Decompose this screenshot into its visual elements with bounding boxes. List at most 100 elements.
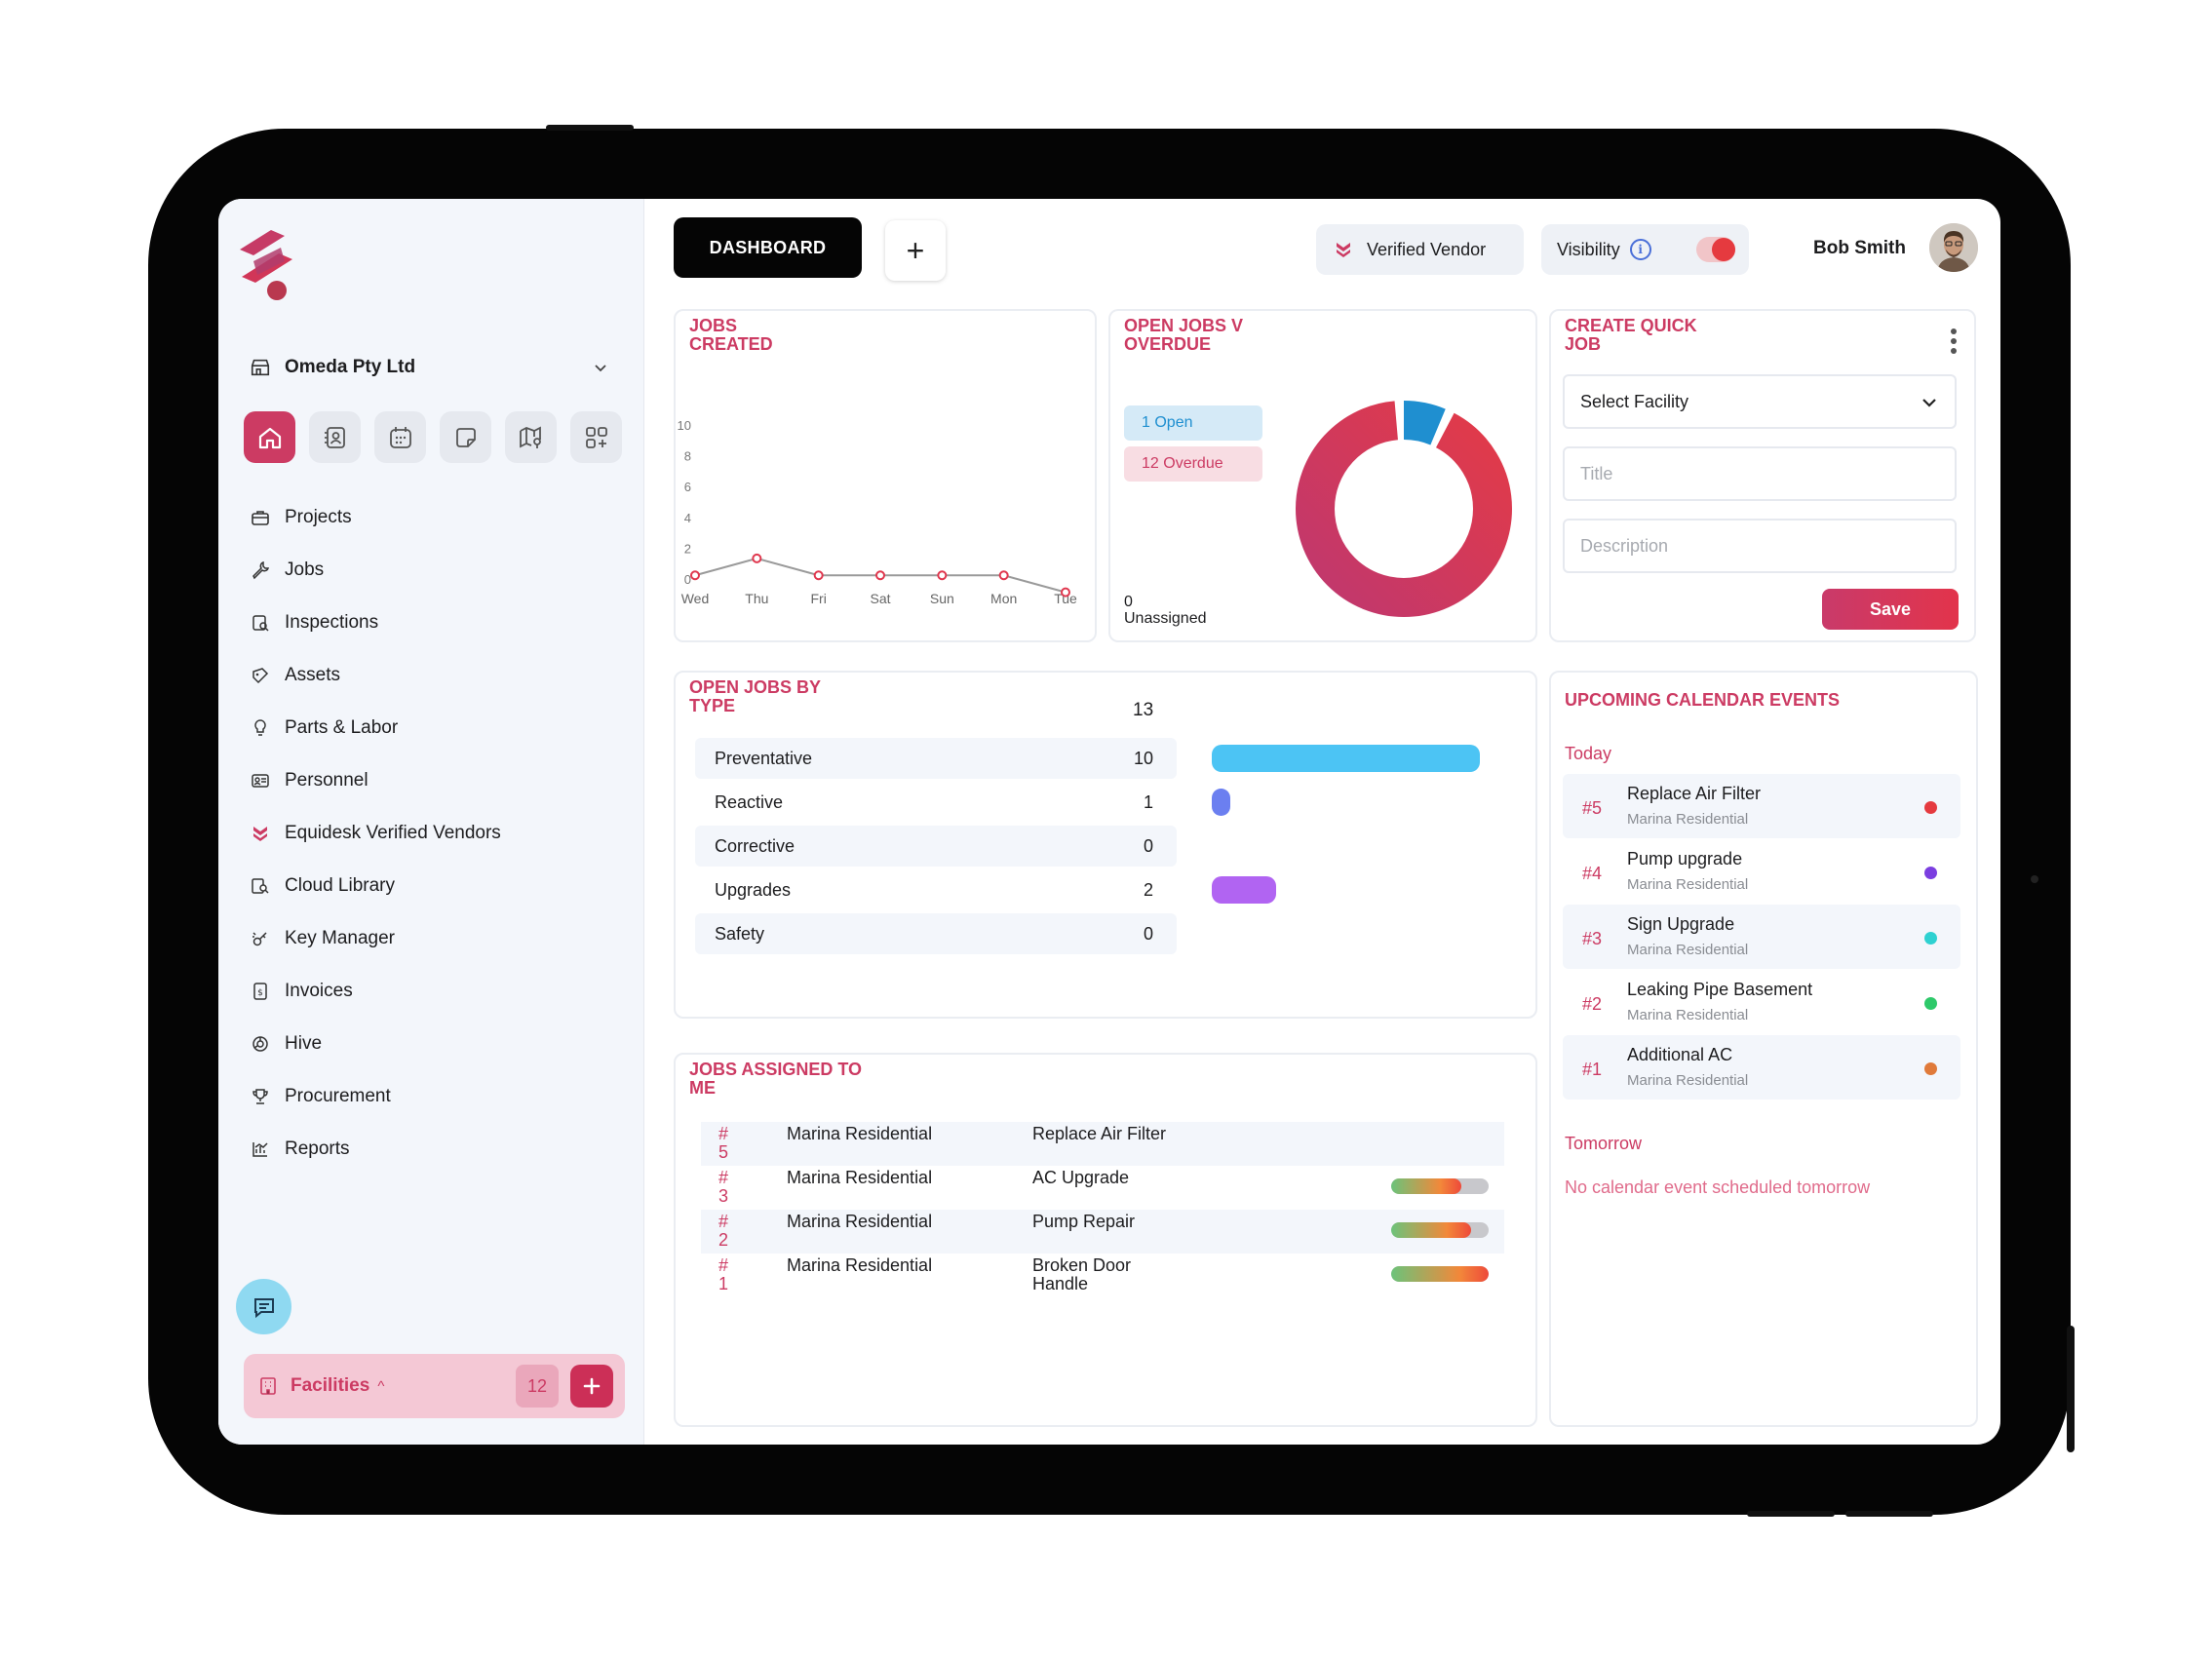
job-type-count: 0 <box>1143 923 1153 944</box>
avatar[interactable] <box>1929 223 1978 272</box>
verified-vendor-button[interactable]: Verified Vendor <box>1316 224 1524 275</box>
donut-slice-overdue <box>1296 401 1512 617</box>
sidebar-item-jobs[interactable]: Jobs <box>250 544 620 597</box>
x-tick-label: Fri <box>811 591 827 606</box>
add-facility-button[interactable] <box>570 1365 613 1408</box>
sidebar-item-projects[interactable]: Projects <box>250 491 620 544</box>
contacts-icon[interactable] <box>309 411 361 463</box>
note-icon[interactable] <box>440 411 491 463</box>
donut-slice-open <box>1296 401 1512 617</box>
title-input[interactable]: Title <box>1563 446 1957 501</box>
sidebar-item-hive[interactable]: Hive <box>250 1018 620 1070</box>
calendar-event[interactable]: #1 Additional AC Marina Residential <box>1563 1035 1960 1100</box>
sidebar-item-cloud-library[interactable]: Cloud Library <box>250 860 620 912</box>
sidebar-item-label: Invoices <box>285 981 353 1001</box>
jobs-assigned-title: JOBS ASSIGNED TO ME <box>689 1060 863 1098</box>
y-tick-label: 2 <box>684 541 691 556</box>
visibility-toggle[interactable] <box>1696 237 1735 262</box>
calendar-event[interactable]: #2 Leaking Pipe Basement Marina Resident… <box>1563 970 1960 1034</box>
today-label: Today <box>1565 744 1612 763</box>
calendar-event[interactable]: #5 Replace Air Filter Marina Residential <box>1563 774 1960 838</box>
home-icon[interactable] <box>244 411 295 463</box>
open-count-pill: 1 Open <box>1124 405 1262 441</box>
more-options-icon[interactable] <box>1951 328 1957 358</box>
sidebar-item-label: Personnel <box>285 770 369 791</box>
event-color-dot <box>1924 867 1937 879</box>
app-logo[interactable] <box>238 226 296 304</box>
jobs-assigned-card: JOBS ASSIGNED TO ME # 5 Marina Residenti… <box>674 1053 1537 1427</box>
job-type-count: 0 <box>1143 835 1153 856</box>
assigned-job-row[interactable]: # 5 Marina Residential Replace Air Filte… <box>701 1122 1504 1166</box>
job-type-row[interactable]: Corrective 0 <box>695 826 1177 867</box>
unassigned-stat: 0 Unassigned <box>1124 594 1207 627</box>
job-location: Marina Residential <box>787 1255 933 1275</box>
facilities-bar[interactable]: Facilities ^ 12 <box>244 1354 625 1418</box>
save-button[interactable]: Save <box>1822 589 1959 630</box>
create-quick-job-title: CREATE QUICK JOB <box>1565 316 1697 354</box>
job-type-label: Reactive <box>715 791 784 812</box>
quick-access-icons <box>244 411 622 463</box>
sidebar-item-parts-labor[interactable]: Parts & Labor <box>250 702 620 754</box>
sidebar-item-label: Procurement <box>285 1086 391 1106</box>
org-selector[interactable]: Omeda Pty Ltd <box>250 350 610 385</box>
y-tick-label: 4 <box>684 511 691 525</box>
job-location: Marina Residential <box>787 1212 933 1231</box>
info-icon[interactable]: i <box>1629 239 1651 260</box>
create-quick-job-card: CREATE QUICK JOB Select Facility Title D… <box>1549 309 1976 642</box>
assigned-job-row[interactable]: # 2 Marina Residential Pump Repair <box>701 1210 1504 1254</box>
sidebar-item-key-manager[interactable]: Key Manager <box>250 912 620 965</box>
user-name[interactable]: Bob Smith <box>1813 238 1906 258</box>
x-tick-label: Thu <box>745 591 768 606</box>
unassigned-label: Unassigned <box>1124 610 1207 627</box>
description-input[interactable]: Description <box>1563 519 1957 573</box>
event-location: Marina Residential <box>1627 942 1749 958</box>
calendar-event[interactable]: #4 Pump upgrade Marina Residential <box>1563 839 1960 904</box>
job-number: # 2 <box>718 1212 729 1250</box>
job-type-row[interactable]: Upgrades 2 <box>695 869 1177 910</box>
unassigned-count: 0 <box>1124 594 1133 610</box>
calendar-event[interactable]: #3 Sign Upgrade Marina Residential <box>1563 905 1960 969</box>
tablet-side-button <box>2067 1326 2075 1452</box>
job-progress-bar <box>1391 1222 1489 1238</box>
add-tab-button[interactable]: + <box>885 220 946 281</box>
chevron-down-icon <box>1922 399 1936 407</box>
sidebar-item-label: Projects <box>285 507 352 527</box>
hive-icon <box>250 1033 271 1055</box>
assigned-job-row[interactable]: # 3 Marina Residential AC Upgrade <box>701 1166 1504 1210</box>
sidebar-item-assets[interactable]: Assets <box>250 649 620 702</box>
asset-icon <box>250 665 271 686</box>
event-number: #1 <box>1582 1060 1603 1079</box>
jobs-data-point <box>875 570 885 581</box>
calendar-icon[interactable] <box>374 411 426 463</box>
visibility-label: Visibility <box>1557 239 1620 259</box>
job-type-label: Upgrades <box>715 879 792 900</box>
sidebar-item-inspections[interactable]: Inspections <box>250 597 620 649</box>
apps-icon[interactable] <box>570 411 622 463</box>
sidebar-item-personnel[interactable]: Personnel <box>250 754 620 807</box>
jobs-data-point <box>690 570 700 581</box>
tab-dashboard[interactable]: DASHBOARD <box>674 217 862 278</box>
job-type-bar <box>1212 876 1276 904</box>
event-number: #4 <box>1582 864 1603 883</box>
job-type-row[interactable]: Safety 0 <box>695 913 1177 954</box>
job-number: # 5 <box>718 1124 729 1162</box>
job-title: AC Upgrade <box>1032 1168 1130 1187</box>
event-number: #2 <box>1582 994 1603 1014</box>
assigned-job-row[interactable]: # 1 Marina Residential Broken Door Handl… <box>701 1254 1504 1297</box>
sidebar-item-procurement[interactable]: Procurement <box>250 1070 620 1123</box>
sidebar: Omeda Pty Ltd Projects Jobs Inspections <box>218 199 644 1445</box>
facility-select[interactable]: Select Facility <box>1563 374 1957 429</box>
job-location: Marina Residential <box>787 1124 933 1143</box>
open-vs-overdue-card: OPEN JOBS V OVERDUE 1 Open 12 Overdue 0 … <box>1108 309 1537 642</box>
sidebar-item-verified-vendors[interactable]: Equidesk Verified Vendors <box>250 807 620 860</box>
sidebar-item-reports[interactable]: Reports <box>250 1123 620 1176</box>
bulb-icon <box>250 717 271 739</box>
chat-button[interactable] <box>236 1279 291 1334</box>
upcoming-calendar-card: UPCOMING CALENDAR EVENTS Today #5 Replac… <box>1549 671 1978 1427</box>
x-tick-label: Mon <box>990 591 1017 606</box>
job-type-row[interactable]: Reactive 1 <box>695 782 1177 823</box>
sidebar-item-invoices[interactable]: $ Invoices <box>250 965 620 1018</box>
map-icon[interactable] <box>505 411 557 463</box>
y-tick-label: 6 <box>684 480 691 494</box>
job-type-row[interactable]: Preventative 10 <box>695 738 1177 779</box>
